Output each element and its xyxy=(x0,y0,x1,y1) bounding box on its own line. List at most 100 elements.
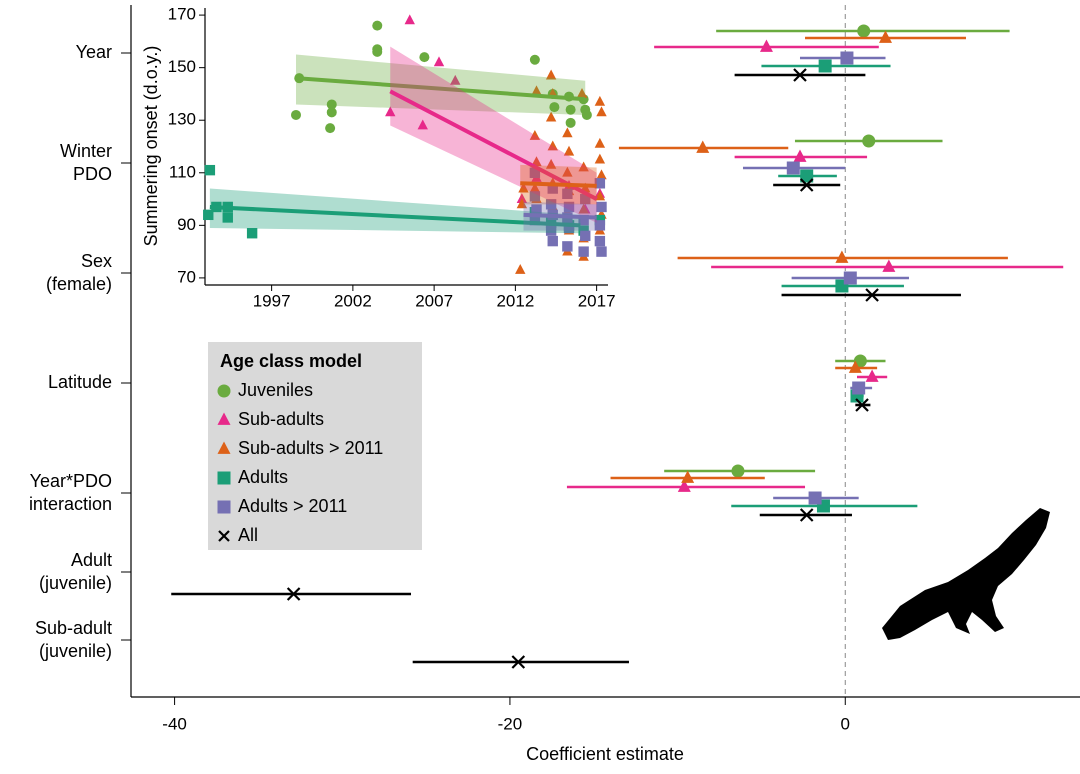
inset-point xyxy=(596,169,607,180)
inset-point xyxy=(594,95,606,106)
inset-point xyxy=(596,246,607,257)
inset-point xyxy=(325,123,336,134)
inset-point xyxy=(545,158,557,169)
inset-point xyxy=(545,199,557,210)
estimate-point xyxy=(759,39,773,52)
estimate-point xyxy=(786,161,800,175)
inset-point xyxy=(580,193,591,205)
inset-point xyxy=(529,214,541,226)
y-tick-label: Sex (female) xyxy=(46,251,112,294)
inset-point xyxy=(515,264,526,274)
inset-point xyxy=(578,246,589,257)
inset-point xyxy=(404,14,415,25)
legend-label: Juveniles xyxy=(238,380,313,400)
inset-point xyxy=(531,204,542,215)
x-axis-title: Coefficient estimate xyxy=(526,744,684,764)
estimate-point xyxy=(848,360,862,373)
inset-point xyxy=(580,230,591,242)
estimate-point xyxy=(852,381,866,395)
legend-box xyxy=(208,342,422,550)
y-tick-label: Winter PDO xyxy=(60,141,112,184)
inset-point xyxy=(594,220,606,231)
inset-point xyxy=(203,209,214,221)
inset-point xyxy=(594,153,606,164)
inset-point xyxy=(594,137,606,148)
inset-point xyxy=(547,183,558,194)
y-tick-label: Year*PDO interaction xyxy=(29,471,112,514)
fit-line xyxy=(523,212,597,220)
inset-point xyxy=(516,198,528,209)
legend-label: Adults > 2011 xyxy=(238,496,347,516)
inset-point xyxy=(222,212,233,223)
legend-label: Sub-adults > 2011 xyxy=(238,438,383,458)
inset-point xyxy=(576,87,588,98)
estimate-point xyxy=(511,655,526,669)
estimate-point xyxy=(677,479,691,492)
estimate-point xyxy=(857,24,871,38)
inset-point xyxy=(326,99,337,110)
inset-point xyxy=(545,69,557,80)
inset-point xyxy=(596,201,607,213)
estimate-point xyxy=(793,149,807,162)
estimate-point xyxy=(799,508,814,522)
inset-x-tick-label: 1997 xyxy=(253,291,291,310)
inset-point xyxy=(419,52,430,63)
estimate-point xyxy=(696,140,710,153)
inset-point xyxy=(594,214,606,226)
y-tick-label: Latitude xyxy=(48,372,112,392)
legend-marker xyxy=(218,530,230,542)
inset-point xyxy=(529,54,540,65)
inset-point xyxy=(594,190,606,201)
x-tick-label: 0 xyxy=(841,714,850,733)
legend-marker xyxy=(217,412,231,425)
legend-marker xyxy=(217,441,231,454)
inset-point xyxy=(578,225,589,236)
inset-x-tick-label: 2012 xyxy=(496,291,534,310)
inset-point xyxy=(562,188,573,200)
inset-point xyxy=(565,117,576,128)
inset-y-axis-title: Summering onset (d.o.y.) xyxy=(141,46,161,247)
estimate-point xyxy=(840,51,854,65)
estimate-point xyxy=(286,587,301,601)
estimate-point xyxy=(855,398,869,412)
estimate-point xyxy=(865,369,879,382)
inset-point xyxy=(578,161,589,172)
inset-point xyxy=(531,156,542,167)
inset-point xyxy=(563,222,575,234)
inset-point xyxy=(450,74,461,85)
inset-point xyxy=(417,119,428,130)
inset-point xyxy=(204,164,216,176)
inset-point xyxy=(565,104,576,115)
inset-point xyxy=(529,167,541,178)
legend-marker xyxy=(217,384,231,398)
inset-y-tick-label: 150 xyxy=(168,57,196,76)
estimate-point xyxy=(731,464,745,478)
inset-point xyxy=(531,85,542,96)
inset-point xyxy=(562,166,573,177)
inset-point xyxy=(578,203,589,214)
inset-point xyxy=(594,235,606,247)
estimate-point xyxy=(862,134,876,148)
inset-point xyxy=(562,127,573,138)
legend-title: Age class model xyxy=(220,351,362,371)
estimate-point xyxy=(835,250,849,263)
inset-x-tick-label: 2017 xyxy=(578,291,616,310)
inset-point xyxy=(545,225,557,236)
inset-point xyxy=(596,106,607,117)
legend-marker xyxy=(217,471,231,485)
inset-point xyxy=(549,102,560,113)
inset-point xyxy=(562,241,573,252)
inset-x-tick-label: 2002 xyxy=(334,291,372,310)
inset-point xyxy=(578,214,589,226)
estimate-point xyxy=(681,470,695,483)
inset-x-tick-label: 2007 xyxy=(415,291,453,310)
fit-line xyxy=(295,76,586,102)
inset-point xyxy=(529,130,541,140)
inset-point xyxy=(516,193,528,203)
inset-point xyxy=(372,20,383,31)
inset-y-tick-label: 110 xyxy=(169,162,196,181)
inset-point xyxy=(529,182,541,193)
eagle-silhouette xyxy=(882,508,1050,640)
estimate-point xyxy=(799,178,814,192)
inset-point xyxy=(518,182,529,193)
